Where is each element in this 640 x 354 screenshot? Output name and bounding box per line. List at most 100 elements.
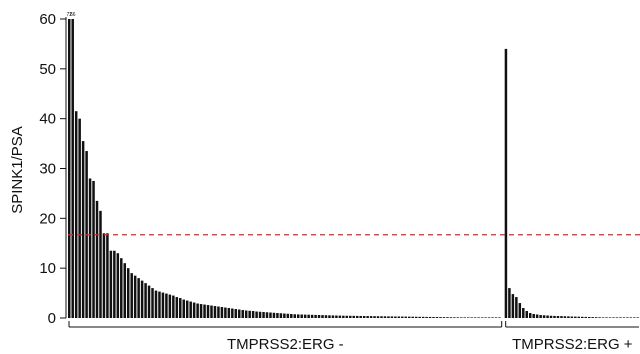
bar	[144, 283, 147, 318]
bar	[542, 315, 546, 318]
bar	[491, 317, 494, 318]
bar	[307, 314, 310, 318]
bar	[608, 317, 612, 318]
bar	[255, 311, 258, 318]
bar	[265, 312, 269, 318]
bar	[366, 316, 369, 318]
bar	[133, 275, 137, 318]
bar	[99, 210, 102, 318]
bar	[203, 304, 206, 318]
bar	[279, 313, 283, 318]
bar	[342, 315, 345, 318]
bar	[147, 285, 151, 318]
bar	[439, 317, 442, 318]
bar	[587, 317, 591, 318]
bar	[303, 314, 307, 318]
bar	[470, 317, 473, 318]
bar	[394, 316, 397, 318]
bar	[106, 233, 109, 318]
bar	[622, 317, 626, 318]
bar	[484, 317, 487, 318]
bar	[324, 315, 328, 318]
bar	[355, 315, 359, 318]
bar	[310, 314, 314, 318]
bar	[210, 305, 213, 318]
bar	[241, 310, 244, 318]
bar	[421, 316, 425, 318]
bar	[522, 308, 525, 318]
bar	[231, 308, 234, 318]
bar	[161, 292, 165, 318]
bars	[68, 19, 640, 319]
bar	[387, 316, 390, 318]
bar	[581, 316, 584, 318]
bar	[401, 316, 404, 318]
bar	[376, 316, 380, 318]
y-tick-label: 30	[39, 161, 56, 178]
bar	[192, 302, 196, 318]
bar	[605, 317, 608, 318]
bar	[283, 313, 286, 318]
bar	[563, 316, 567, 318]
bar	[601, 317, 605, 318]
bar	[328, 315, 331, 318]
bar	[95, 200, 99, 318]
bar	[574, 316, 577, 318]
bar	[511, 294, 515, 318]
bar	[362, 316, 366, 318]
bar	[380, 316, 383, 318]
bar	[120, 258, 123, 318]
bar	[591, 317, 594, 318]
bar	[397, 316, 401, 318]
bar	[78, 118, 81, 318]
bar	[296, 314, 300, 318]
bar	[335, 315, 338, 318]
bar	[390, 316, 394, 318]
bar	[251, 311, 255, 318]
bar	[168, 294, 172, 318]
y-tick-label: 0	[48, 310, 56, 327]
bar	[414, 316, 418, 318]
bar-data-label: 66	[70, 12, 76, 18]
y-tick-label: 20	[39, 210, 56, 227]
bar	[428, 316, 432, 318]
bar	[113, 250, 116, 318]
bar	[175, 297, 179, 318]
y-tick-label: 60	[39, 11, 56, 28]
bar	[453, 317, 456, 318]
bar	[206, 305, 210, 318]
bar	[477, 317, 480, 318]
bar	[556, 316, 560, 318]
bar	[300, 314, 303, 318]
bar	[408, 316, 411, 318]
bar	[349, 315, 352, 318]
bar	[532, 314, 535, 318]
bar	[220, 307, 224, 318]
bar	[189, 301, 192, 318]
bar	[594, 317, 598, 318]
bar	[74, 111, 78, 318]
bar	[248, 310, 251, 318]
bar	[612, 317, 615, 318]
bar	[213, 306, 217, 318]
bar	[290, 314, 293, 318]
y-tick-label: 10	[39, 260, 56, 277]
bar	[258, 311, 262, 318]
bar	[102, 233, 106, 318]
bar	[109, 250, 113, 318]
bar	[227, 308, 231, 318]
bar	[549, 315, 553, 318]
bar	[331, 315, 335, 318]
bar	[404, 316, 408, 318]
bar	[504, 48, 508, 319]
bar	[411, 316, 414, 318]
bar	[172, 295, 175, 318]
bar	[140, 280, 144, 319]
bar	[456, 317, 460, 318]
bar	[636, 317, 640, 318]
bar	[498, 317, 501, 318]
bar	[179, 298, 182, 318]
bar	[314, 314, 317, 318]
bar	[217, 306, 220, 318]
bar	[508, 288, 511, 318]
